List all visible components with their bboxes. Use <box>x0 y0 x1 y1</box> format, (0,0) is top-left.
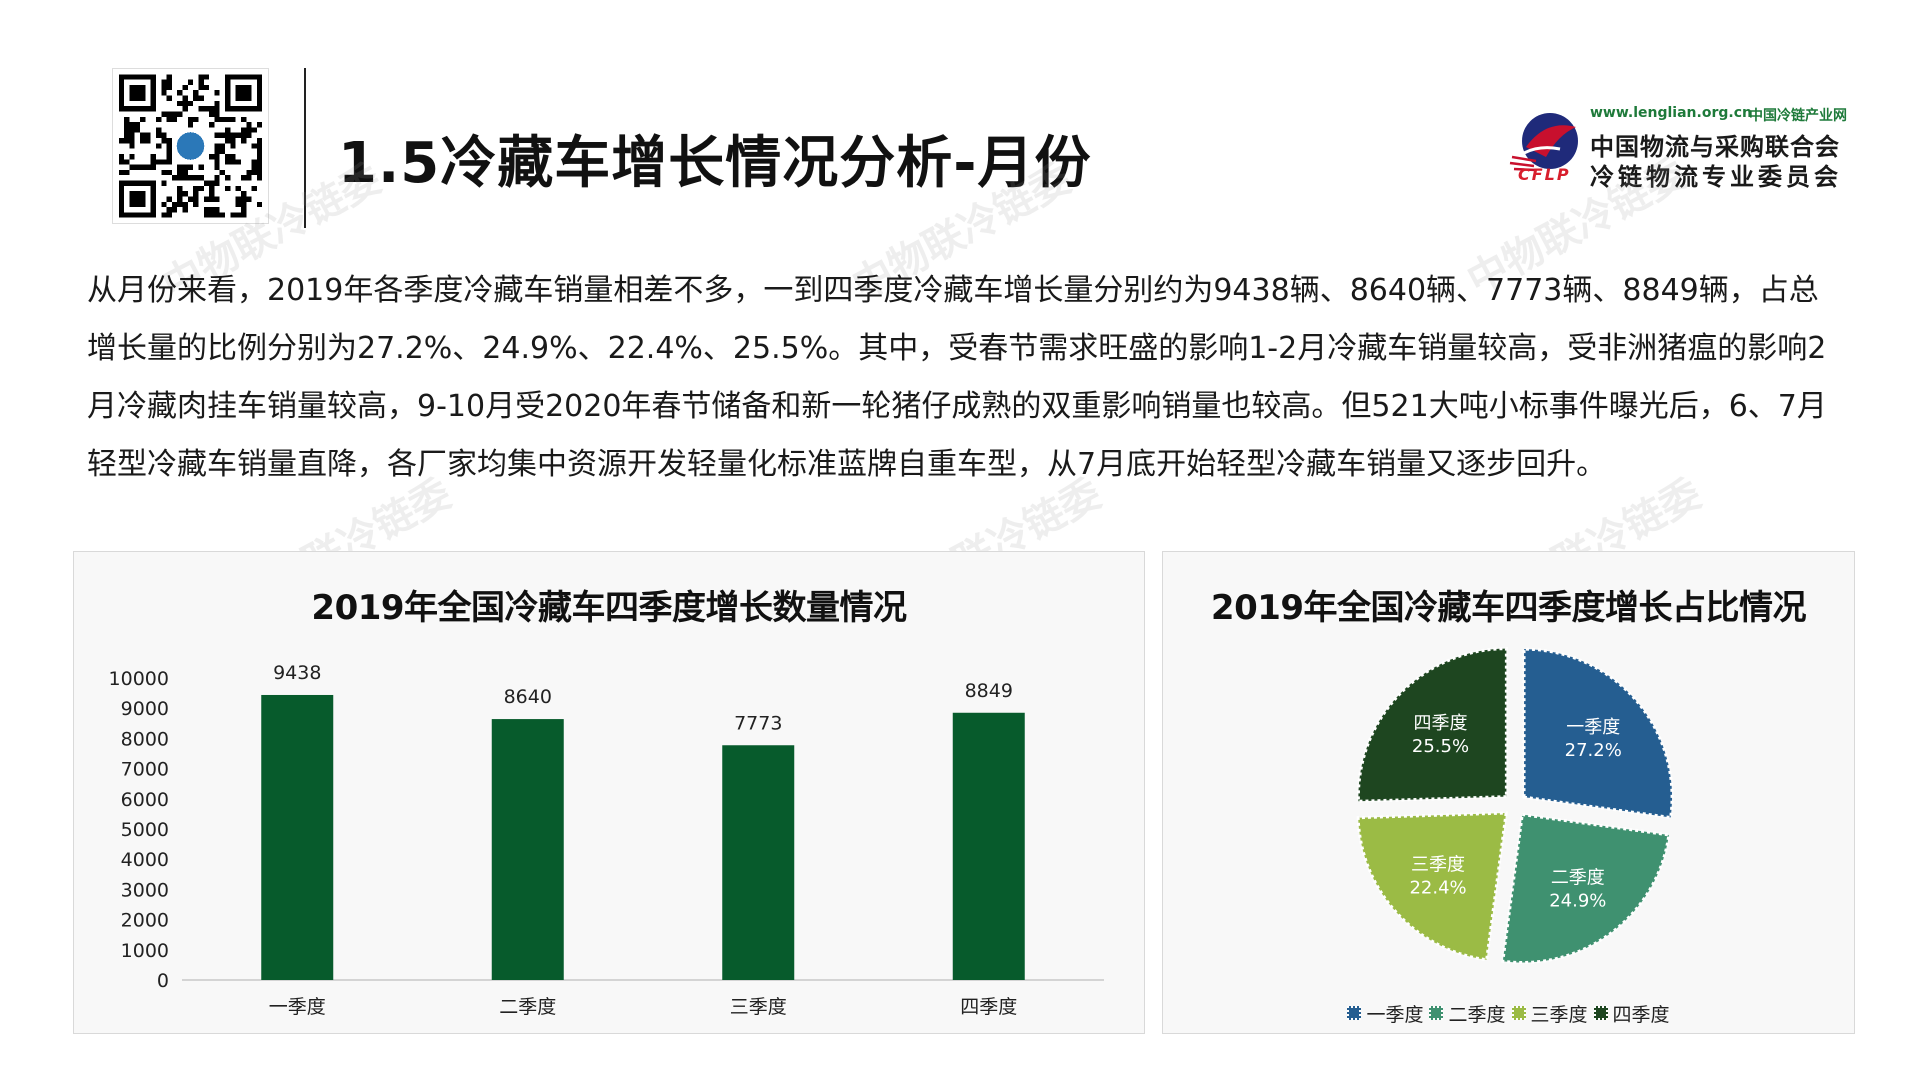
org-logo: CFLP www.lenglian.org.cn 中国冷链产业网 中国物流与采购… <box>1506 105 1881 191</box>
legend-item: 四季度 <box>1593 1000 1670 1027</box>
legend-item: 一季度 <box>1347 1000 1423 1027</box>
x-category-label: 二季度 <box>499 996 556 1018</box>
logo-url: www.lenglian.org.cn <box>1590 105 1752 121</box>
globe-logo-icon <box>1509 113 1578 172</box>
bar-data-label: 9438 <box>273 662 321 684</box>
pie-slice-value: 25.5% <box>1412 736 1469 757</box>
page-title: 1.5冷藏车增长情况分析-月份 <box>338 131 1092 196</box>
pie-slice-label: 四季度 <box>1413 713 1467 734</box>
y-tick-label: 5000 <box>121 819 169 841</box>
bar-data-label: 7773 <box>734 712 782 734</box>
logo-committee-name: 冷链物流专业委员会 <box>1590 163 1842 191</box>
legend-swatch <box>1347 1006 1362 1020</box>
legend-swatch <box>1429 1006 1444 1020</box>
legend-swatch <box>1511 1006 1526 1020</box>
logo-org-name: 中国物流与采购联合会 <box>1590 133 1840 161</box>
logo-site-name: 中国冷链产业网 <box>1749 108 1847 124</box>
y-tick-label: 0 <box>157 970 169 992</box>
legend-label: 四季度 <box>1612 1004 1670 1026</box>
analysis-paragraph: 从月份来看，2019年各季度冷藏车销量相差不多，一到四季度冷藏车增长量分别约为9… <box>87 273 1827 482</box>
y-tick-label: 4000 <box>121 849 169 871</box>
logo-abbr: CFLP <box>1518 165 1571 184</box>
bar-1 <box>261 694 334 980</box>
y-tick-label: 1000 <box>121 940 169 962</box>
y-tick-label: 3000 <box>121 879 169 901</box>
pie-slice-2 <box>1501 812 1671 965</box>
x-category-label: 三季度 <box>730 996 787 1018</box>
bar-4 <box>952 712 1025 980</box>
pie-slice-label: 二季度 <box>1551 868 1605 889</box>
pie-slice-label: 三季度 <box>1411 855 1465 876</box>
pie-slice-value: 22.4% <box>1409 878 1466 899</box>
legend-swatch <box>1593 1006 1608 1020</box>
pie-slice-label: 一季度 <box>1566 717 1620 738</box>
y-tick-label: 8000 <box>121 728 169 750</box>
y-tick-label: 7000 <box>121 759 169 781</box>
pie-chart-title: 2019年全国冷藏车四季度增长占比情况 <box>1210 588 1807 628</box>
pie-slice-1 <box>1522 647 1674 820</box>
bar-data-label: 8640 <box>504 686 552 708</box>
y-tick-label: 10000 <box>109 668 169 690</box>
bar-chart-panel: 2019年全国冷藏车四季度增长数量情况 0 1000 2000 3000 4000 500… <box>73 551 1145 1034</box>
qr-code <box>113 69 268 223</box>
bar-chart-title: 2019年全国冷藏车四季度增长数量情况 <box>311 588 907 628</box>
pie-slice-value: 27.2% <box>1565 740 1622 761</box>
pie-slice-value: 24.9% <box>1549 891 1606 912</box>
bar-chart: 0 1000 2000 3000 4000 5000 6000 7000 8000 9000 100… <box>109 662 1104 1018</box>
legend-label: 二季度 <box>1448 1004 1506 1026</box>
pie-slice-4 <box>1356 647 1508 803</box>
x-category-label: 四季度 <box>960 996 1017 1018</box>
y-tick-label: 6000 <box>121 789 169 811</box>
y-tick-label: 2000 <box>121 910 169 932</box>
legend-label: 一季度 <box>1366 1004 1424 1026</box>
bar-3 <box>722 745 795 980</box>
pie-legend: 一季度 二季度 三季度 四季度 <box>1163 1000 1854 1027</box>
x-category-label: 一季度 <box>269 996 326 1018</box>
bar-data-label: 8849 <box>965 680 1013 702</box>
legend-item: 二季度 <box>1429 1000 1506 1027</box>
pie-chart-panel: 2019年全国冷藏车四季度增长占比情况 一季度 27.2% 二季度 24.9% 三季度 2… <box>1162 551 1855 1034</box>
bar-2 <box>491 719 564 980</box>
legend-label: 三季度 <box>1530 1004 1588 1026</box>
pie-slice-3 <box>1356 811 1508 962</box>
title-divider <box>304 68 306 228</box>
legend-item: 三季度 <box>1511 1000 1588 1027</box>
y-tick-label: 9000 <box>121 698 169 720</box>
qr-code-image <box>113 69 268 223</box>
